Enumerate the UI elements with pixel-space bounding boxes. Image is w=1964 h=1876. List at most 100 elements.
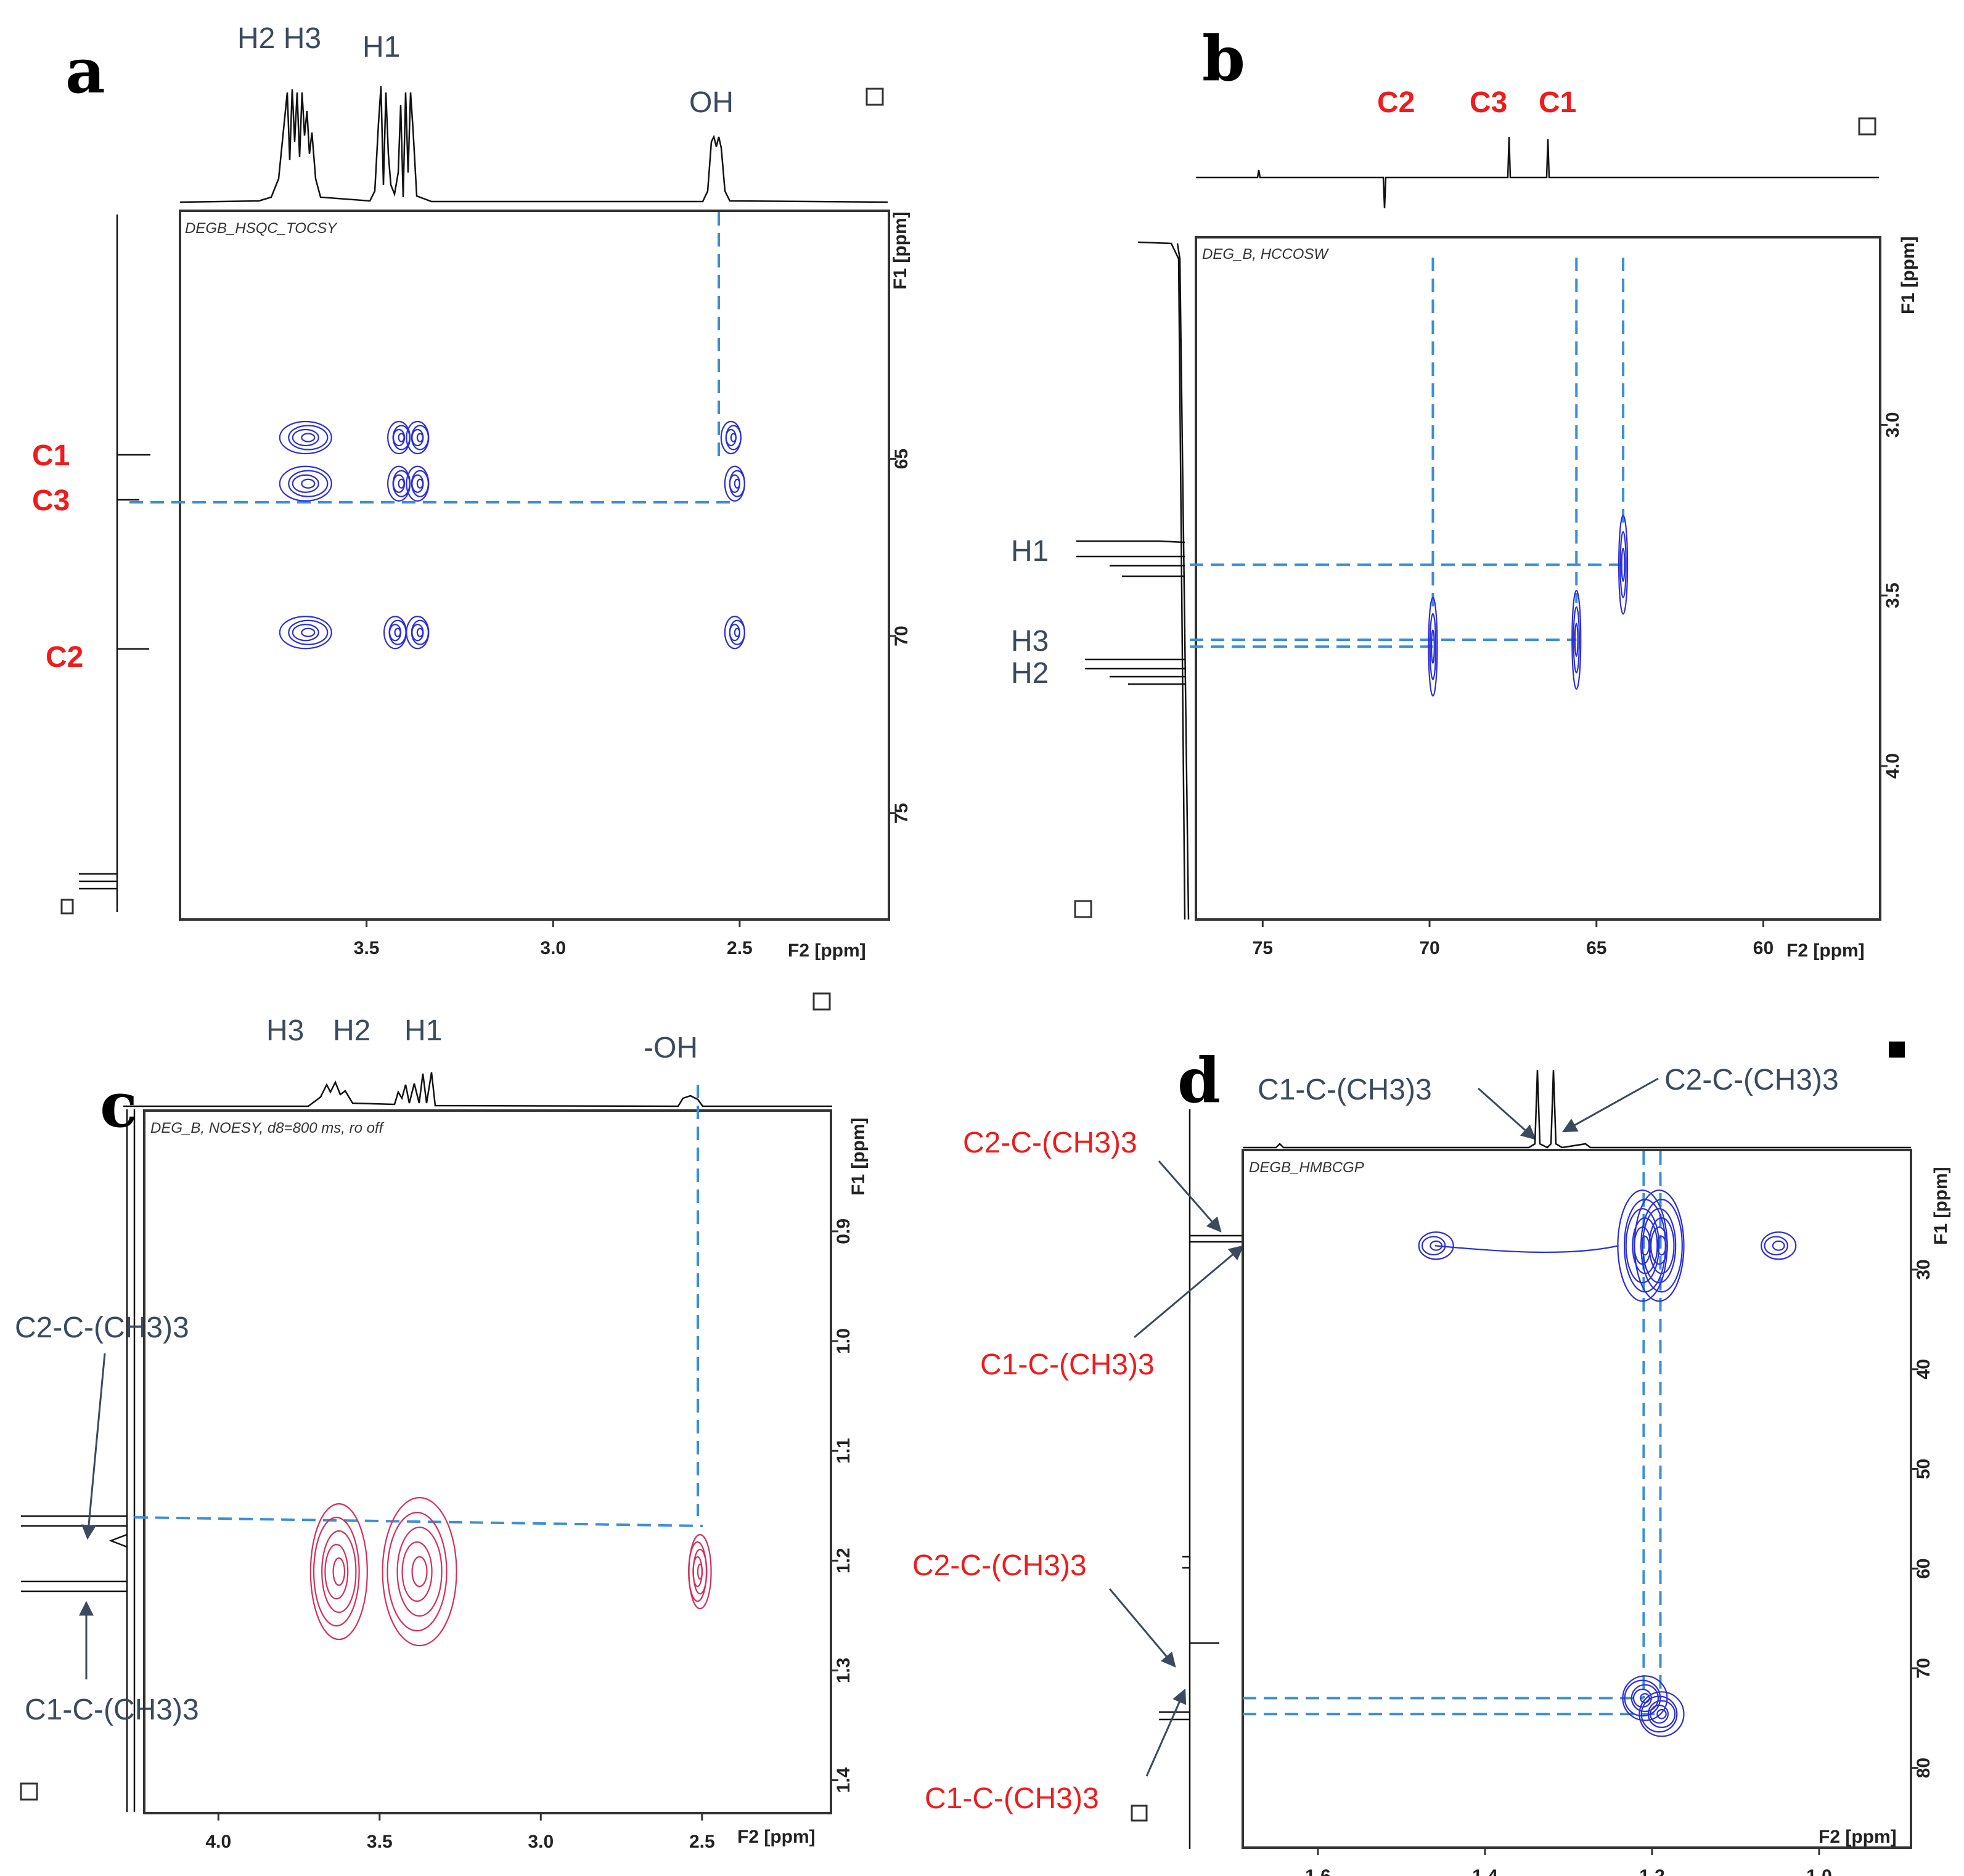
panel-c-side-checkbox[interactable] xyxy=(20,1782,38,1801)
panel-b-ticks: 75 70 65 60 3.0 3.5 4.0 xyxy=(1253,412,1903,958)
y-tick-label: 1.2 xyxy=(833,1548,854,1573)
y-tick-label: 1.1 xyxy=(833,1438,854,1464)
panel-c-peak-ring xyxy=(411,1556,428,1588)
panel-a-side-checkbox[interactable] xyxy=(60,899,74,915)
panel-a-f1-label: F1 [ppm] xyxy=(890,211,910,290)
panel-c-peak-ring xyxy=(324,1544,349,1600)
panel-b-peak-ring xyxy=(1621,547,1626,582)
panel-d-contours xyxy=(1418,1189,1797,1737)
panel-b-peak xyxy=(1618,515,1629,615)
panel-a-peak-ring xyxy=(411,425,429,451)
panel-a-label-c2: C2 xyxy=(46,641,83,674)
y-tick-label: 80 xyxy=(1913,1758,1934,1778)
panel-c-peak-ring xyxy=(309,1503,368,1641)
y-tick-label: 0.9 xyxy=(833,1218,854,1244)
panel-d-arrow-side-1 xyxy=(1158,1160,1222,1233)
panel-a-checkbox[interactable] xyxy=(865,88,884,106)
panel-a-label-h1: H1 xyxy=(362,31,400,63)
panel-b-experiment: DEG_B, HCCOSW xyxy=(1202,246,1329,263)
panel-d-peak xyxy=(1639,1691,1685,1737)
panel-a-top-trace xyxy=(179,86,888,203)
panel-a-peak-ring xyxy=(292,474,319,493)
panel-c-contours xyxy=(309,1497,712,1647)
panel-c-side-trace xyxy=(21,1109,136,1812)
panel-c-arrow-c2 xyxy=(81,1353,106,1540)
panel-c-label-h3: H3 xyxy=(266,1014,304,1047)
panel-b-peak-ring xyxy=(1429,613,1437,680)
panel-c-ticks: 4.0 3.5 3.0 2.5 0.9 1.0 1.1 1.2 1.3 1.4 xyxy=(205,1218,854,1852)
x-tick-label: 2.5 xyxy=(689,1832,715,1852)
panel-c-checkbox[interactable] xyxy=(812,992,831,1011)
panel-d-label-side-c2-quat: C2-C-(CH3)3 xyxy=(912,1549,1087,1582)
panel-a-peak-ring xyxy=(288,619,329,645)
panel-c-dash-methyl xyxy=(134,1516,703,1527)
y-tick-label: 3.5 xyxy=(1883,582,1903,608)
panel-b-side-trace xyxy=(1076,241,1186,920)
panel-d-peak-ring xyxy=(1656,1709,1667,1719)
panel-a-label-oh: OH xyxy=(689,86,734,119)
panel-b-peak-ring xyxy=(1571,590,1582,690)
panel-d-side-checkbox[interactable] xyxy=(1131,1805,1148,1822)
panel-c-label-methyl-c1: C1-C-(CH3)3 xyxy=(25,1694,199,1726)
panel-b-peak xyxy=(1428,597,1438,697)
panel-b-checkbox[interactable] xyxy=(1858,117,1876,136)
panel-a-peak xyxy=(406,465,430,502)
x-tick-label: 70 xyxy=(1419,938,1439,958)
panel-b-f1-label: F1 [ppm] xyxy=(1898,236,1918,314)
panel-b-label-h2: H2 xyxy=(1011,657,1049,690)
panel-d-label-side-c1-methyl: C1-C-(CH3)3 xyxy=(980,1348,1155,1381)
panel-a-label-h2h3: H2 H3 xyxy=(237,22,321,55)
y-tick-label: 30 xyxy=(1913,1259,1934,1279)
panel-d-dashes xyxy=(1243,1151,1662,1716)
panel-a-peak xyxy=(279,420,332,455)
panel-a-peak-ring xyxy=(392,425,411,451)
panel-c-peak xyxy=(688,1534,712,1610)
panel-a-peak-ring xyxy=(411,470,429,497)
panel-a-peak-ring xyxy=(724,616,745,650)
panel-a-peak-ring xyxy=(279,420,332,455)
panel-d-peak-ring xyxy=(1642,1208,1677,1284)
panel-c-peak-ring xyxy=(387,1512,448,1632)
panel-d-label-top-c2: C2-C-(CH3)3 xyxy=(1664,1064,1839,1096)
panel-d-peak-ring xyxy=(1772,1240,1785,1251)
panel-b-contours xyxy=(1428,515,1629,697)
panel-d-arrow-side-2 xyxy=(1134,1245,1244,1339)
panel-d-peak-ring xyxy=(1639,1691,1685,1737)
panel-a-contours xyxy=(279,420,745,650)
panel-a-peak-ring xyxy=(724,465,745,502)
panel-b-side-checkbox[interactable] xyxy=(1074,900,1092,918)
panel-a-peak-ring xyxy=(301,433,316,442)
panel-b-peak-ring xyxy=(1573,606,1581,674)
panel-b-top-trace xyxy=(1196,136,1879,209)
panel-c-peak-ring xyxy=(313,1517,360,1627)
panel-d-peak-ring xyxy=(1631,1684,1659,1713)
x-tick-label: 1.6 xyxy=(1305,1866,1331,1876)
panel-d-peak xyxy=(1634,1189,1685,1302)
panel-d-f2-label: F2 [ppm] xyxy=(1819,1827,1897,1847)
panel-b-label-h1: H1 xyxy=(1011,535,1049,568)
x-tick-label: 1.4 xyxy=(1472,1866,1498,1876)
panel-b-label-c2: C2 xyxy=(1377,86,1415,119)
panel-a-peak-ring xyxy=(416,478,423,489)
panel-c-letter: c xyxy=(100,1069,137,1141)
x-tick-label: 3.0 xyxy=(528,1832,554,1852)
panel-d-peak-ring xyxy=(1640,1199,1683,1293)
panel-b-plot-frame xyxy=(1195,236,1881,921)
panel-d-label-side-c2-methyl: C2-C-(CH3)3 xyxy=(963,1127,1137,1159)
y-tick-label: 1.3 xyxy=(833,1658,854,1684)
panel-c-peak-ring xyxy=(396,1527,443,1617)
panel-c-top-trace xyxy=(123,1072,832,1107)
panel-d-peak-ring xyxy=(1648,1217,1675,1274)
panel-d-arrow-top-c2 xyxy=(1561,1077,1659,1133)
x-tick-label: 3.5 xyxy=(354,938,380,958)
panel-a-peak-ring xyxy=(392,470,411,497)
panel-a-peak-ring xyxy=(388,619,407,645)
panel-d-peak-ring xyxy=(1625,1208,1660,1284)
panel-c-peak xyxy=(382,1497,457,1647)
panel-a-peak-ring xyxy=(301,627,316,637)
panel-a-peak-ring xyxy=(279,465,332,502)
panel-c-f2-label: F2 [ppm] xyxy=(737,1827,816,1847)
panel-d-checkbox[interactable] xyxy=(1889,1042,1905,1058)
panel-d-label-top-c1: C1-C-(CH3)3 xyxy=(1258,1074,1432,1106)
